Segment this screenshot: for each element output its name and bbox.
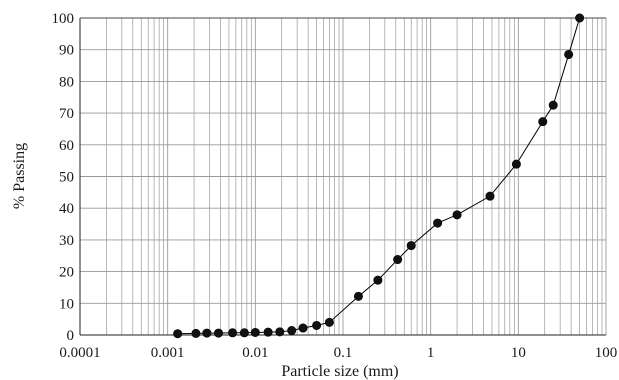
data-point — [213, 328, 223, 338]
y-tick-label: 70 — [59, 106, 74, 122]
x-tick-label: 10 — [511, 345, 526, 361]
data-point — [287, 326, 297, 336]
data-point — [298, 323, 308, 333]
data-point — [191, 328, 201, 338]
y-tick-label: 0 — [67, 328, 75, 344]
data-series — [173, 13, 585, 339]
data-point — [324, 317, 334, 327]
y-tick-label: 60 — [59, 138, 74, 154]
data-point — [393, 255, 403, 265]
y-tick-label: 20 — [59, 265, 74, 281]
y-tick-label: 10 — [59, 296, 74, 312]
x-tick-label: 0.01 — [242, 345, 268, 361]
series-line — [177, 17, 581, 335]
tick-labels: 0 10 20 30 40 50 60 70 80 90 100 0.0001 0.001 0.01 0.1… — [52, 11, 618, 361]
axes — [79, 17, 606, 336]
x-tick-label: 0.1 — [334, 345, 353, 361]
data-point — [228, 328, 238, 338]
data-point — [250, 327, 260, 337]
data-point — [353, 291, 363, 301]
x-tick-label: 0.0001 — [59, 345, 100, 361]
data-point — [452, 210, 462, 220]
data-point — [548, 100, 558, 110]
data-point — [373, 275, 383, 285]
y-tick-label: 90 — [59, 43, 74, 59]
data-point — [538, 117, 548, 127]
grid — [79, 17, 607, 336]
y-axis-title: % Passing — [11, 143, 28, 209]
data-point — [564, 49, 574, 59]
x-tick-label: 0.001 — [151, 345, 185, 361]
data-point — [575, 13, 585, 23]
data-point — [202, 328, 212, 338]
data-point — [275, 327, 285, 337]
y-tick-label: 50 — [59, 170, 74, 186]
y-tick-label: 80 — [59, 74, 74, 90]
data-point — [511, 159, 521, 169]
y-tick-label: 40 — [59, 201, 74, 217]
y-tick-label: 100 — [52, 11, 75, 27]
data-point — [263, 327, 273, 337]
x-tick-label: 100 — [595, 345, 618, 361]
data-point — [312, 320, 322, 330]
x-axis-title: Particle size (mm) — [281, 363, 398, 380]
data-point — [406, 241, 416, 251]
data-point — [433, 218, 443, 228]
data-point — [485, 191, 495, 201]
data-point — [239, 328, 249, 338]
y-tick-label: 30 — [59, 233, 74, 249]
x-tick-label: 1 — [427, 345, 435, 361]
data-point — [173, 329, 183, 339]
